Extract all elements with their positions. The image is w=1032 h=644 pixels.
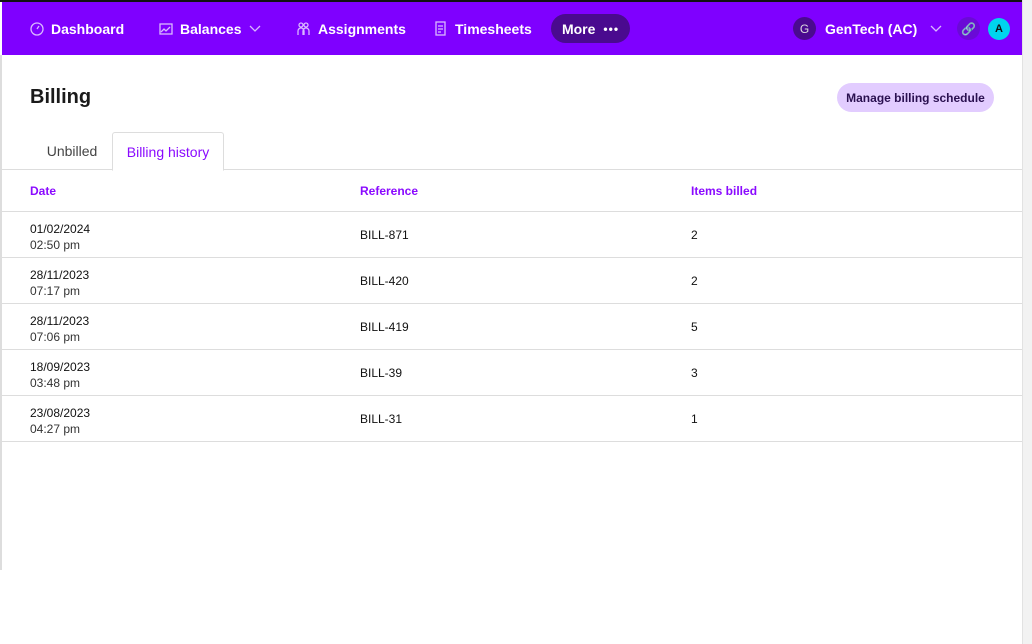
column-header-items-billed[interactable]: Items billed xyxy=(691,184,758,198)
table-row[interactable]: 28/11/2023 07:06 pm BILL-419 5 xyxy=(2,304,1022,350)
time: 02:50 pm xyxy=(30,238,81,252)
table-row[interactable]: 28/11/2023 07:17 pm BILL-420 2 xyxy=(2,258,1022,304)
items-billed-cell: 5 xyxy=(691,320,698,334)
scrollbar-track[interactable] xyxy=(1022,0,1032,644)
date-cell: 01/02/2024 02:50 pm xyxy=(30,221,90,253)
nav-assignments[interactable]: Assignments xyxy=(296,2,406,55)
divider xyxy=(2,211,1022,212)
nav-dashboard[interactable]: Dashboard xyxy=(30,2,124,55)
column-header-date[interactable]: Date xyxy=(30,184,57,198)
org-name: GenTech (AC) xyxy=(825,20,918,37)
date: 28/11/2023 xyxy=(30,268,90,282)
time: 07:17 pm xyxy=(30,284,81,298)
more-label: More xyxy=(561,20,596,37)
table-row[interactable]: 01/02/2024 02:50 pm BILL-871 2 xyxy=(2,212,1022,258)
items-billed-cell: 2 xyxy=(691,228,698,242)
reference-cell: BILL-419 xyxy=(360,320,409,334)
table-row[interactable]: 23/08/2023 04:27 pm BILL-31 1 xyxy=(2,396,1022,442)
reference-cell: BILL-39 xyxy=(360,366,403,380)
date-cell: 18/09/2023 03:48 pm xyxy=(30,359,90,391)
date: 18/09/2023 xyxy=(30,360,91,374)
nav-label: Dashboard xyxy=(51,20,125,37)
nav-timesheets[interactable]: Timesheets xyxy=(434,2,532,55)
gauge-icon xyxy=(30,21,44,36)
tab-billing-history[interactable]: Billing history xyxy=(112,132,224,171)
people-icon xyxy=(297,22,310,35)
document-icon xyxy=(435,21,446,36)
nav-label: Assignments xyxy=(318,20,406,37)
user-avatar[interactable]: A xyxy=(988,18,1010,40)
date: 01/02/2024 xyxy=(30,222,91,236)
org-switcher[interactable]: GenTech (AC) xyxy=(825,2,943,55)
nav-label: Balances xyxy=(180,20,242,37)
items-billed-cell: 1 xyxy=(691,412,698,426)
reference-cell: BILL-31 xyxy=(360,412,403,426)
link-icon[interactable]: 🔗 xyxy=(957,17,980,40)
chevron-down-icon xyxy=(930,25,942,32)
date-cell: 23/08/2023 04:27 pm xyxy=(30,405,90,437)
page-title: Billing xyxy=(30,86,92,108)
more-menu-button[interactable]: More ••• xyxy=(551,14,630,43)
nav-balances[interactable]: Balances xyxy=(159,2,262,55)
reference-cell: BILL-420 xyxy=(360,274,409,288)
time: 04:27 pm xyxy=(30,422,81,436)
org-avatar[interactable]: G xyxy=(793,17,816,40)
window-edge xyxy=(0,0,1022,2)
date: 23/08/2023 xyxy=(30,406,91,420)
items-billed-cell: 3 xyxy=(691,366,698,380)
table-row[interactable]: 18/09/2023 03:48 pm BILL-39 3 xyxy=(2,350,1022,396)
tab-unbilled[interactable]: Unbilled xyxy=(46,143,98,159)
date-cell: 28/11/2023 07:06 pm xyxy=(30,313,89,345)
manage-billing-schedule-button[interactable]: Manage billing schedule xyxy=(837,83,994,112)
column-header-reference[interactable]: Reference xyxy=(360,184,419,198)
items-billed-cell: 2 xyxy=(691,274,698,288)
top-nav: Dashboard Balances Assignments Timesheet… xyxy=(2,2,1022,55)
time: 07:06 pm xyxy=(30,330,81,344)
date: 28/11/2023 xyxy=(30,314,90,328)
ellipsis-icon: ••• xyxy=(603,21,620,36)
chart-icon xyxy=(159,22,173,35)
chevron-down-icon xyxy=(250,25,261,32)
time: 03:48 pm xyxy=(30,376,81,390)
left-border xyxy=(0,55,2,570)
date-cell: 28/11/2023 07:17 pm xyxy=(30,267,89,299)
nav-label: Timesheets xyxy=(455,20,532,37)
reference-cell: BILL-871 xyxy=(360,228,409,242)
tab-bar: Unbilled Billing history xyxy=(2,132,1022,171)
